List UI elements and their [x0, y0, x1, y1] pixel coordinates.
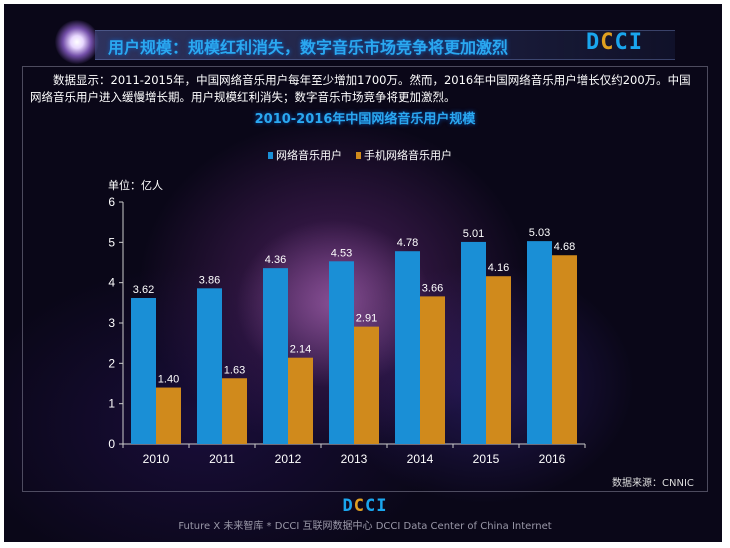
bar-online-music-2010: [131, 297, 156, 444]
data-label: 1.40: [158, 374, 179, 386]
data-label: 3.66: [422, 282, 443, 294]
data-label: 3.62: [133, 284, 154, 296]
y-tick-label: 0: [108, 437, 115, 451]
description-text: 数据显示：2011-2015年，中国网络音乐用户每年至少增加1700万。然而，2…: [30, 73, 691, 104]
data-label: 2.14: [290, 344, 311, 356]
bar-online-music-2011: [197, 288, 222, 444]
bar-online-music-2016: [527, 241, 552, 444]
x-tick-label: 2015: [473, 452, 500, 466]
data-label: 5.03: [529, 227, 550, 239]
footer-text: Future X 未来智库 * DCCI 互联网数据中心 DCCI Data C…: [178, 521, 552, 532]
title-bar: [95, 30, 675, 60]
data-label: 4.53: [331, 247, 352, 259]
data-label: 2.91: [356, 313, 377, 325]
legend-swatch: [268, 152, 273, 159]
chart-legend: 网络音乐用户 手机网络音乐用户: [268, 147, 452, 163]
glowing-orb-decoration: [55, 20, 99, 64]
content-panel: [22, 66, 708, 492]
data-label: 4.16: [488, 262, 509, 274]
y-tick-label: 1: [108, 397, 115, 411]
y-tick-label: 4: [108, 276, 115, 290]
data-label: 4.78: [397, 237, 418, 249]
data-label: 5.01: [463, 228, 484, 240]
legend-label: 网络音乐用户: [276, 149, 342, 162]
data-label: 4.68: [554, 241, 575, 253]
legend-label: 手机网络音乐用户: [364, 149, 452, 162]
unit-label: 单位：亿人: [108, 179, 163, 192]
data-label: 3.86: [199, 274, 220, 286]
bar-online-music-2014: [395, 251, 420, 444]
data-label: 4.36: [265, 254, 286, 266]
bar-mobile-music-2016: [552, 255, 577, 444]
bar-mobile-music-2012: [288, 357, 313, 444]
dcci-logo: DCCI: [586, 30, 643, 55]
x-tick-label: 2013: [341, 452, 368, 466]
x-tick-label: 2011: [209, 452, 235, 466]
slide-background: [4, 4, 722, 542]
bar-mobile-music-2015: [486, 276, 511, 444]
bar-online-music-2013: [329, 261, 354, 444]
slide-title: 用户规模：规模红利消失，数字音乐市场竞争将更加激烈: [108, 38, 509, 57]
y-tick-label: 3: [108, 316, 115, 330]
bar-online-music-2012: [263, 268, 288, 444]
x-tick-label: 2010: [143, 452, 170, 466]
bar-mobile-music-2013: [354, 326, 379, 444]
legend-swatch: [356, 152, 361, 159]
chart-title: 2010-2016年中国网络音乐用户规模: [254, 112, 476, 127]
bar-mobile-music-2014: [420, 296, 445, 444]
y-tick-label: 2: [108, 356, 115, 370]
y-tick-label: 5: [108, 235, 115, 249]
bar-mobile-music-2010: [156, 387, 181, 444]
x-tick-label: 2016: [539, 452, 566, 466]
legend-item-0: 网络音乐用户: [268, 147, 342, 163]
data-label: 1.63: [224, 364, 245, 376]
y-tick-label: 6: [108, 195, 115, 209]
x-tick-label: 2012: [275, 452, 302, 466]
data-source: 数据来源：CNNIC: [612, 478, 694, 489]
legend-item-1: 手机网络音乐用户: [356, 147, 452, 163]
bar-mobile-music-2011: [222, 378, 247, 444]
footer-dcci-logo: DCCI: [342, 496, 388, 516]
x-tick-label: 2014: [407, 452, 434, 466]
bar-online-music-2015: [461, 241, 486, 444]
